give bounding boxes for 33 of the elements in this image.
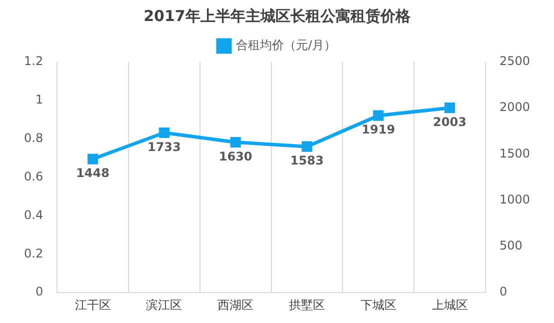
y2-tick-label: 500: [499, 238, 522, 253]
point: [302, 141, 312, 152]
x-tick-label: 西湖区: [218, 298, 254, 312]
y-tick-label: 0.4: [24, 208, 44, 222]
data-label: 1448: [76, 166, 110, 180]
point: [158, 127, 170, 138]
y2-tick-label: 1000: [499, 192, 530, 206]
point: [373, 110, 384, 121]
y-tick-label: 1: [35, 92, 44, 107]
data-label: 1733: [147, 140, 181, 154]
data-label: 1583: [290, 154, 324, 168]
x-tick-label: 滨江区: [146, 298, 182, 312]
data-label: 1919: [362, 122, 396, 137]
y2-tick-label: 2500: [499, 54, 530, 68]
legend-label: 合租均价（元/月）: [236, 38, 336, 52]
data-label: 1630: [218, 149, 252, 164]
point: [444, 102, 456, 114]
y2-tick-label: 2000: [499, 100, 530, 114]
x-tick-label: 上城区: [432, 298, 468, 312]
x-tick-label: 下城区: [360, 298, 396, 312]
y2-tick-label: 0: [499, 284, 508, 299]
y-tick-label: 0.6: [24, 169, 44, 184]
chart-title: 2017年上半年主城区长租公寓租赁价格: [144, 6, 412, 25]
point: [87, 154, 98, 164]
point: [230, 136, 241, 148]
data-label: 2003: [433, 114, 466, 129]
y-tick-label: 1.2: [24, 54, 44, 68]
y-tick-label: 0.2: [24, 246, 44, 260]
y-tick-label: 0: [35, 284, 44, 299]
x-tick-label: 江干区: [74, 298, 111, 312]
x-tick-label: 拱墅区: [288, 298, 325, 312]
y-tick-label: 0.8: [24, 130, 44, 145]
y2-tick-label: 1500: [499, 146, 530, 160]
